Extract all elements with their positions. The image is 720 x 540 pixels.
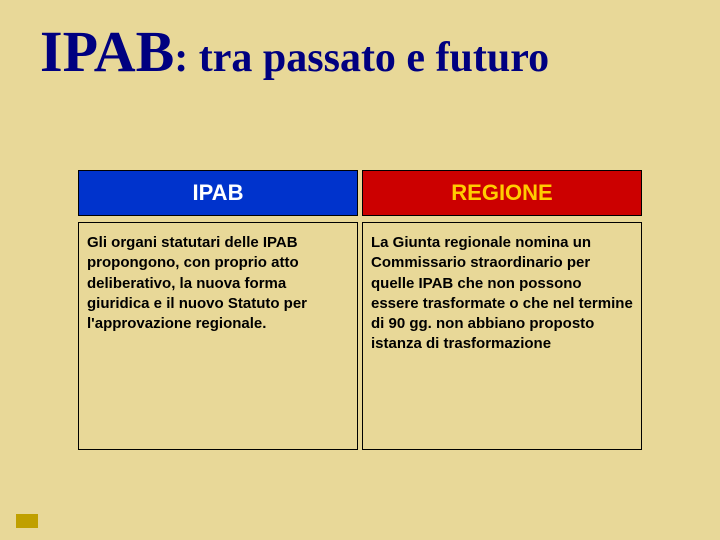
header-ipab-label: IPAB [193,180,244,206]
column-regione: REGIONE La Giunta regionale nomina un Co… [362,170,642,450]
title-subtitle: : tra passato e futuro [174,35,549,81]
header-ipab: IPAB [78,170,358,216]
accent-bar-icon [16,514,38,528]
body-regione: La Giunta regionale nomina un Commissari… [362,222,642,450]
column-ipab: IPAB Gli organi statutari delle IPAB pro… [78,170,358,450]
comparison-columns: IPAB Gli organi statutari delle IPAB pro… [78,170,642,450]
slide-title: IPAB: tra passato e futuro [40,18,549,85]
header-regione-label: REGIONE [451,180,552,206]
header-regione: REGIONE [362,170,642,216]
title-main: IPAB [40,19,174,84]
body-ipab: Gli organi statutari delle IPAB propongo… [78,222,358,450]
